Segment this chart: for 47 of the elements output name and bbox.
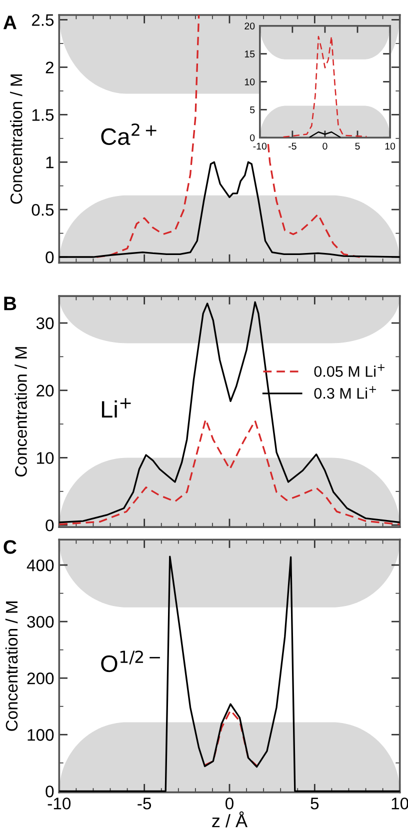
y-axis-title: Concentration / M — [10, 74, 22, 204]
x-tick-label: -5 — [138, 798, 152, 810]
line-series — [282, 36, 368, 138]
y-tick-label: 400 — [26, 559, 54, 572]
y-tick-label: 300 — [27, 616, 54, 628]
y-tick-label: 200 — [27, 672, 54, 684]
line-series — [59, 161, 400, 258]
x-tick-label: 5 — [310, 798, 319, 810]
x-tick-label: 0 — [322, 142, 328, 150]
text: B — [4, 296, 16, 310]
text: C — [4, 540, 16, 554]
y-tick-label: 10 — [37, 452, 54, 464]
y-tick-label: 30 — [36, 317, 54, 330]
x-tick-label: 10 — [385, 142, 396, 150]
line-series — [204, 709, 258, 767]
y-tick-label: 1 — [46, 156, 54, 168]
annotation: O$^{1/2−}$ — [101, 650, 160, 672]
legend-label: 0.3 M Li$^{+}$ — [314, 386, 376, 399]
x-tick-label: 5 — [355, 142, 360, 150]
y-tick-label: 0 — [46, 519, 54, 532]
y-tick-label: 0 — [46, 251, 54, 264]
y-tick-label: 10 — [244, 78, 255, 86]
y-axis-title: Concentration / M — [14, 347, 27, 476]
y-tick-label: 20 — [244, 22, 255, 30]
x-tick-label: -5 — [288, 142, 296, 150]
x-axis-title: z / Å — [212, 811, 248, 828]
y-tick-label: 1.5 — [32, 109, 54, 121]
x-tick-label: 10 — [392, 798, 408, 810]
legend-label: 0.05 M Li$^{+}$ — [314, 364, 384, 377]
text: A — [3, 16, 16, 30]
annotation: Li$^{+}$ — [102, 398, 131, 418]
x-tick-label: 0 — [226, 798, 234, 810]
y-tick-label: 2.5 — [32, 14, 54, 26]
y-tick-label: 0 — [46, 786, 54, 798]
line-series — [59, 418, 400, 526]
y-tick-label: 0 — [250, 134, 255, 142]
y-axis-title: Concentration / M — [5, 602, 18, 731]
x-tick-label: -10 — [253, 142, 267, 150]
y-tick-label: 15 — [244, 50, 255, 58]
y-tick-label: 0.5 — [32, 204, 54, 216]
y-tick-label: 100 — [28, 729, 54, 741]
line-series — [59, 301, 400, 524]
y-tick-label: 20 — [36, 384, 54, 397]
y-tick-label: 2 — [46, 62, 54, 74]
annotation: Ca$^{2+}$ — [101, 123, 156, 146]
y-tick-label: 5 — [250, 106, 255, 114]
x-tick-label: -10 — [48, 798, 71, 810]
